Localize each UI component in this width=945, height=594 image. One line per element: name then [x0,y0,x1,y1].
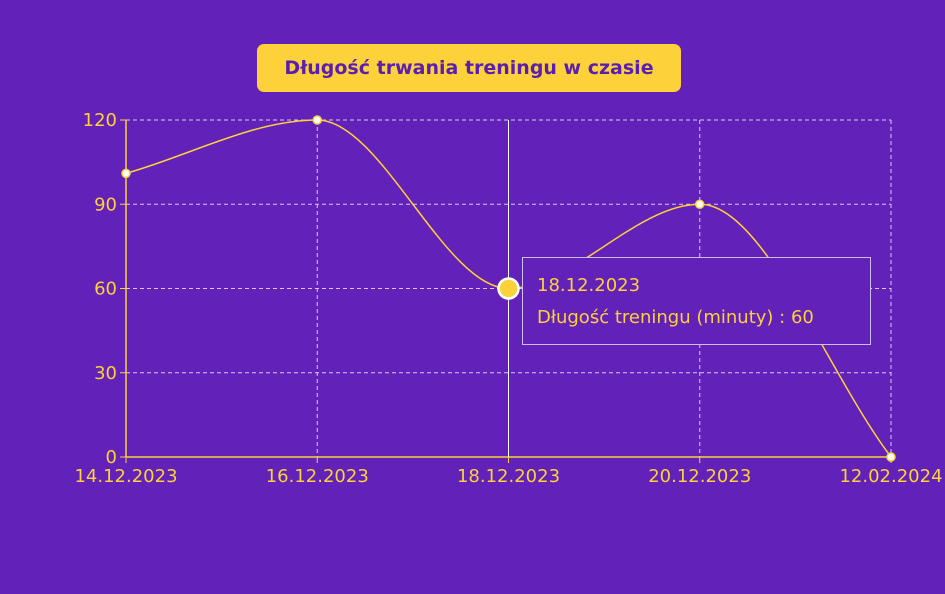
data-points [121,115,896,462]
y-tick-label-0: 0 [106,447,117,468]
tooltip-value: Długość treningu (minuty) : 60 [537,307,814,328]
x-tick-label-2: 18.12.2023 [457,466,560,487]
y-tick-label-120: 120 [83,110,117,131]
data-point-3 [695,199,705,209]
y-tick-label-60: 60 [94,279,117,300]
x-tick-label-3: 20.12.2023 [648,466,751,487]
y-tick-label-90: 90 [94,194,117,215]
x-tick-label-4: 12.02.2024 [839,466,942,487]
tick-labels: 0 30 60 90 120 14.12.2023 16.12.2023 18.12.2023… [74,110,942,487]
y-tick-label-30: 30 [94,363,117,384]
data-point-1 [312,115,322,125]
tooltip: 18.12.2023 Długość treningu (minuty) : 6… [522,257,871,345]
data-point-4 [886,452,896,462]
x-tick-label-1: 16.12.2023 [266,466,369,487]
data-point-0 [121,168,131,179]
active-data-point [497,277,520,300]
tooltip-date: 18.12.2023 [537,275,641,296]
chart-title: Długość trwania treningu w czasie [257,44,681,92]
x-tick-label-0: 14.12.2023 [74,466,177,487]
